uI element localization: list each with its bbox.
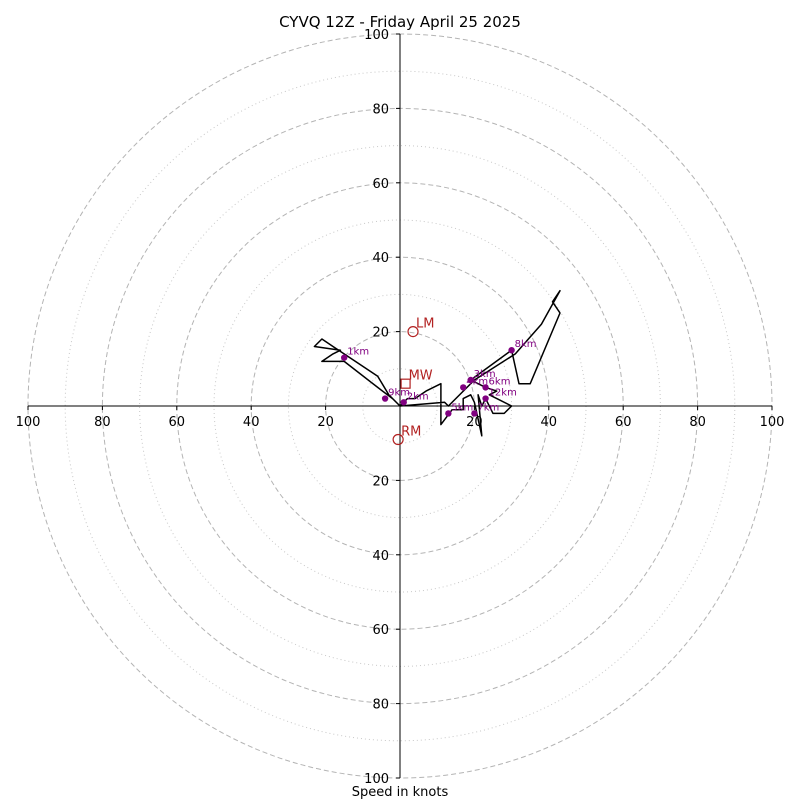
x-tick-label: 80: [689, 415, 706, 430]
y-tick-label: 20: [372, 474, 389, 489]
x-tick-label: 40: [243, 415, 260, 430]
hodograph-line: [313, 289, 561, 437]
y-tick-label: 60: [372, 177, 389, 192]
lm-label: LM: [416, 317, 434, 332]
x-tick-label: 100: [16, 415, 41, 430]
height-label-9km: 9km: [388, 388, 410, 399]
height-point-2km: [400, 399, 407, 406]
lm-marker: [407, 326, 419, 338]
height-point-6km: [482, 384, 489, 391]
height-point-5km: [445, 410, 452, 417]
x-axis-label: Speed in knots: [352, 785, 449, 800]
rm-label: RM: [401, 424, 421, 439]
x-tick-label: 20: [317, 415, 334, 430]
height-label-4km: 4km: [466, 376, 488, 387]
y-tick-label: 80: [372, 698, 389, 713]
height-label-7km: 7km: [477, 402, 499, 413]
rm-marker: [392, 433, 404, 446]
height-point-12km: [482, 395, 489, 402]
height-label-3km: 3km: [474, 369, 496, 380]
y-tick-label: 100: [364, 28, 389, 43]
y-tick-label: 80: [372, 102, 389, 117]
x-tick-label: 60: [615, 415, 632, 430]
y-tick-labels: 100 80 60 40 20 20 40 60 80 100: [364, 28, 400, 787]
height-label-8km: 8km: [515, 339, 537, 350]
storm-motion-markers: LM MW RM: [392, 317, 434, 446]
height-point-3km: [467, 376, 474, 384]
mw-label: MW: [409, 369, 433, 384]
height-label-6km: 6km: [489, 376, 511, 387]
x-tick-label: 60: [169, 415, 186, 430]
height-point-9km: [381, 395, 389, 402]
x-tick-label: 100: [760, 415, 785, 430]
y-tick-label: 100: [364, 772, 389, 787]
x-tick-label: 40: [541, 415, 558, 430]
height-label-2km: 2km: [407, 391, 429, 402]
y-tick-label: 40: [372, 549, 389, 564]
y-tick-label: 40: [372, 251, 389, 266]
height-point-1km: [341, 354, 348, 361]
x-tick-label: 80: [94, 415, 111, 430]
y-tick-label: 20: [372, 326, 389, 341]
height-label-12km: 12km: [489, 388, 517, 399]
height-point-8km: [508, 347, 515, 354]
chart-title: CYVQ 12Z - Friday April 25 2025: [279, 13, 521, 31]
hodograph-series: [313, 289, 561, 437]
y-tick-label: 60: [372, 623, 389, 638]
height-label-1km: 1km: [347, 347, 369, 358]
height-label-5km: 5km: [451, 402, 473, 413]
height-point-7km: [471, 410, 478, 417]
height-point-4km: [460, 384, 467, 391]
mw-marker: [400, 378, 411, 389]
